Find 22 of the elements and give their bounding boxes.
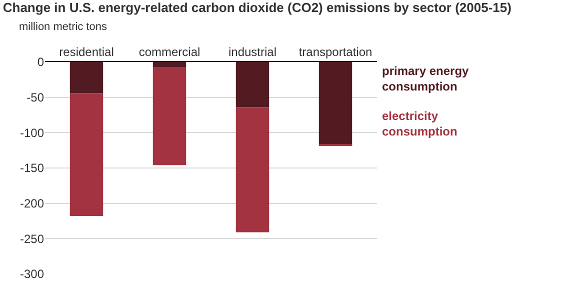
bar xyxy=(236,62,270,108)
y-tick-label: -50 xyxy=(26,90,44,105)
bar xyxy=(152,66,186,166)
y-tick-label: -200 xyxy=(20,196,44,211)
text: primary energy consumption xyxy=(382,64,470,94)
y-tick-label: -100 xyxy=(20,126,44,140)
y-tick-label: 0 xyxy=(37,55,44,70)
bar xyxy=(236,107,270,232)
text: electricity consumption xyxy=(382,109,458,139)
y-tick-label: -300 xyxy=(20,267,44,282)
bar xyxy=(70,93,104,216)
chart-subtitle: million metric tons xyxy=(19,21,108,33)
x-tick-label: transportation xyxy=(298,45,372,60)
bar xyxy=(70,62,104,94)
chart-title: Change in U.S. energy-related carbon dioxide (CO2) emissions by sector (2005-15) xyxy=(2,0,512,16)
bar xyxy=(152,62,186,67)
y-tick-label: -250 xyxy=(20,232,44,246)
x-tick-label: residential xyxy=(59,45,114,60)
bar xyxy=(318,62,352,145)
x-tick-label: commercial xyxy=(138,45,200,60)
x-tick-label: industrial xyxy=(228,45,277,60)
y-tick-label: -150 xyxy=(20,161,44,176)
